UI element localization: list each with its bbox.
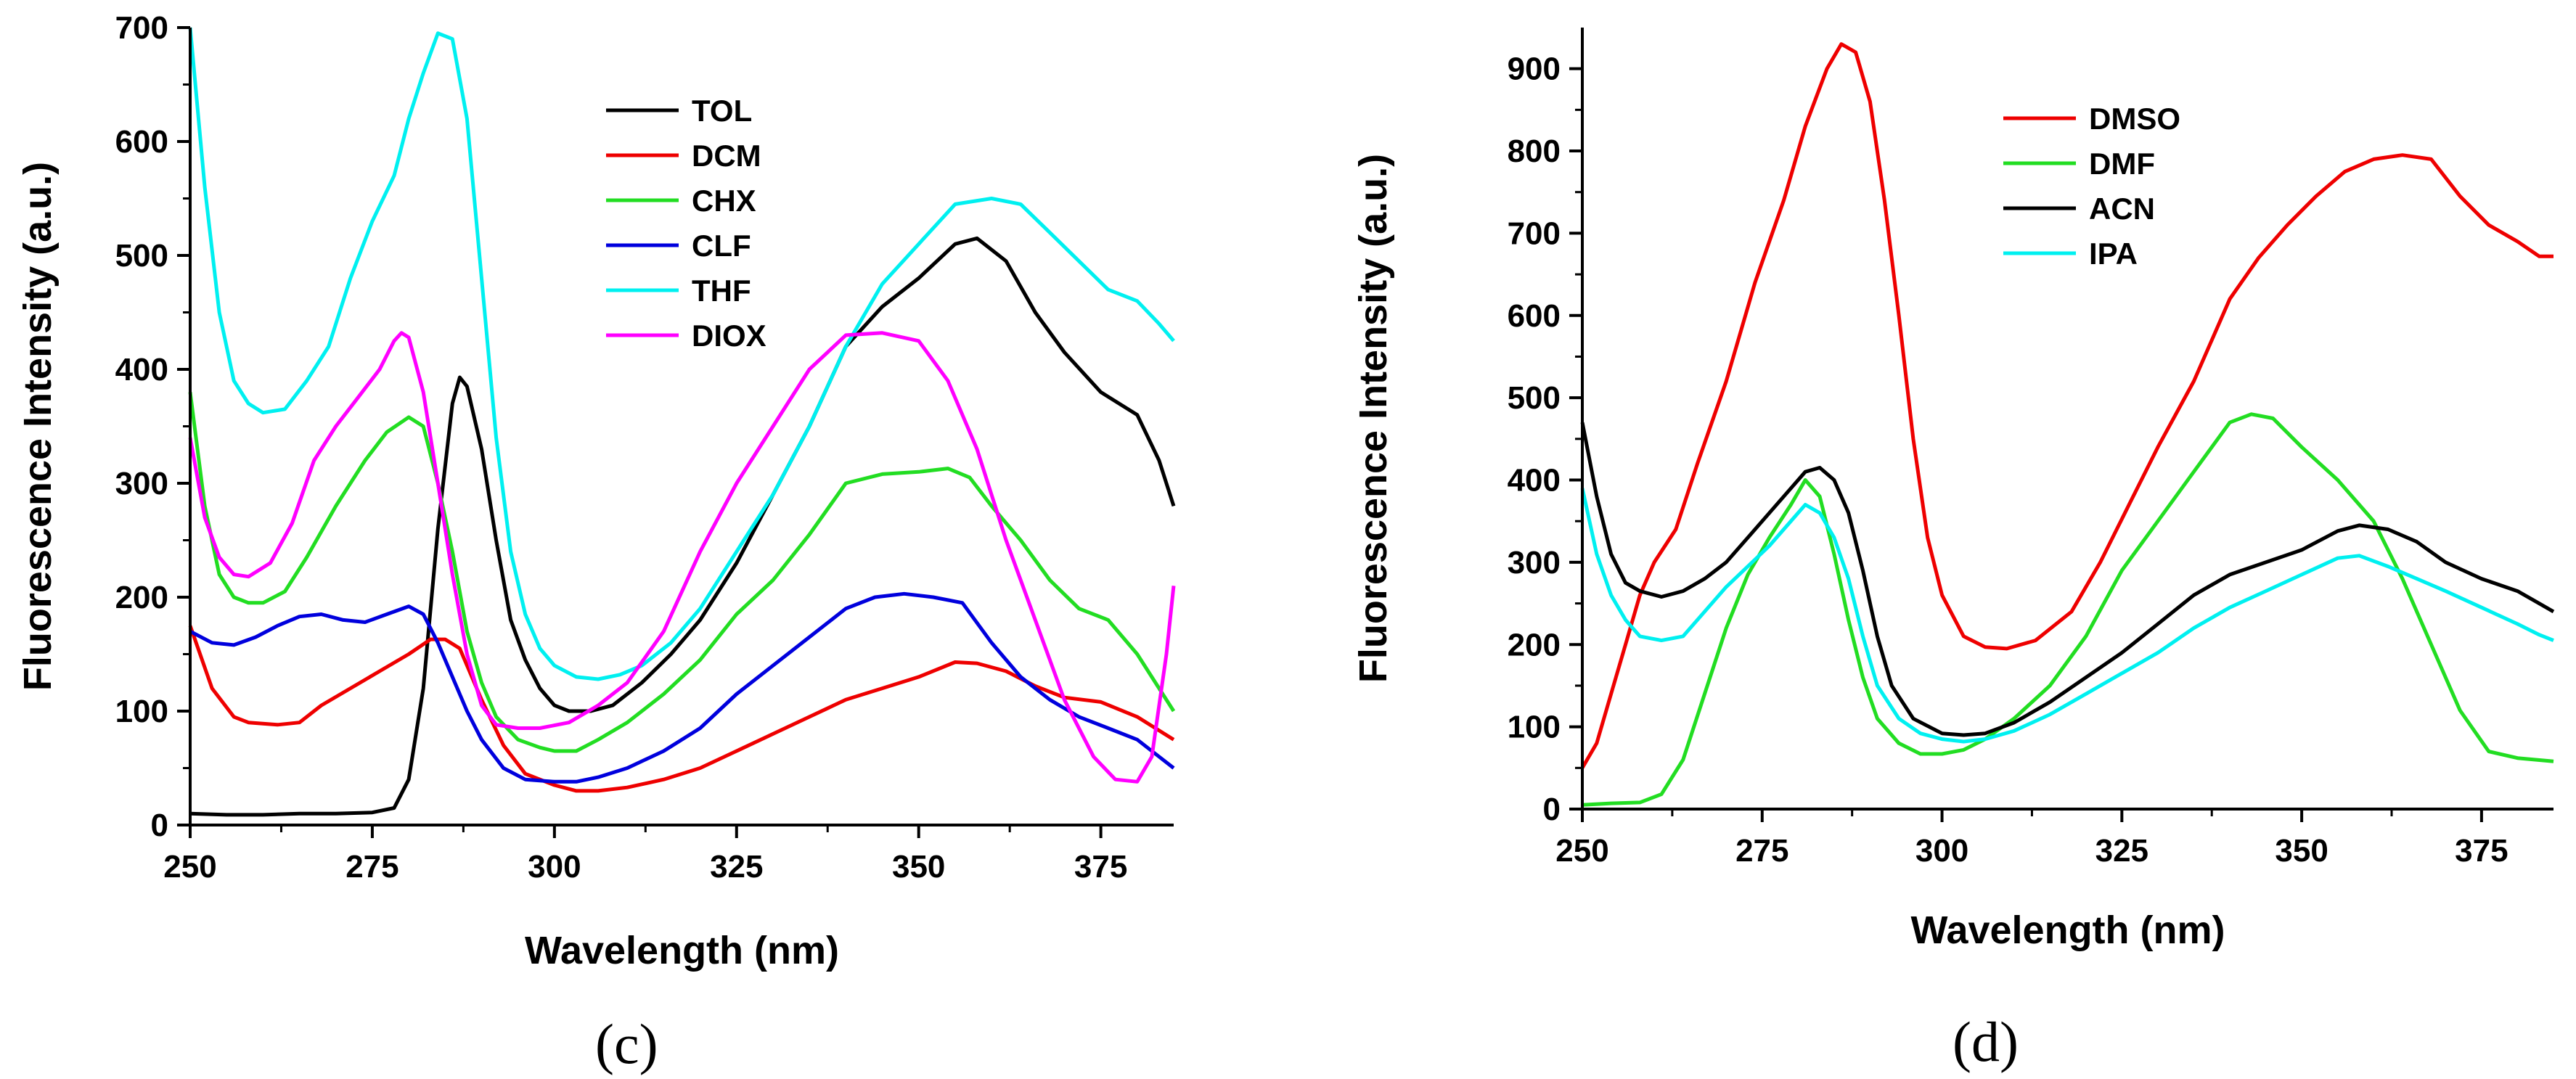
x-tick-label: 250 bbox=[1555, 833, 1608, 869]
x-tick-label: 350 bbox=[2275, 833, 2328, 869]
x-tick-label: 275 bbox=[1735, 833, 1788, 869]
series-line-thf bbox=[188, 27, 1175, 681]
x-tick-label: 300 bbox=[1915, 833, 1968, 869]
legend-label-dmso: DMSO bbox=[2089, 102, 2180, 136]
panel-label: (c) bbox=[595, 1012, 658, 1075]
panel-d-chart: 250 275 300 325 350 375 0 100 200 300 400 500 600 700… bbox=[1352, 28, 2555, 1073]
y-tick-label: 0 bbox=[1543, 792, 1561, 827]
legend-label-clf: CLF bbox=[692, 229, 751, 263]
y-tick-label: 400 bbox=[1508, 463, 1561, 499]
series-line-dmf bbox=[1582, 412, 2554, 807]
series-line-acn bbox=[1580, 422, 2555, 737]
y-tick-label: 400 bbox=[115, 352, 168, 387]
series-line-ipa bbox=[1580, 488, 2554, 744]
y-tick-label: 300 bbox=[1508, 545, 1561, 580]
y-tick-label: 900 bbox=[1508, 52, 1561, 87]
x-tick-label: 350 bbox=[892, 849, 945, 885]
panel-c-chart: 250 275 300 325 350 375 0 100 200 300 400 500 600 700… bbox=[16, 10, 1176, 1075]
x-axis-title: Wavelength (nm) bbox=[1910, 908, 2225, 952]
legend-label-thf: THF bbox=[692, 274, 751, 308]
legend-label-ipa: IPA bbox=[2089, 237, 2138, 271]
y-tick-label: 500 bbox=[1508, 380, 1561, 416]
panel-label: (d) bbox=[1953, 1010, 2019, 1073]
y-tick-label: 0 bbox=[151, 808, 168, 843]
y-tick-label: 700 bbox=[115, 10, 168, 46]
series-line-clf bbox=[189, 591, 1175, 784]
legend-label-tol: TOL bbox=[692, 94, 752, 128]
series-line-dmso bbox=[1580, 42, 2553, 769]
legend-label-dmf: DMF bbox=[2089, 147, 2155, 181]
legend-label-dcm: DCM bbox=[692, 139, 761, 173]
y-tick-label: 600 bbox=[1508, 298, 1561, 334]
y-tick-label: 600 bbox=[115, 124, 168, 160]
series-line-tol bbox=[189, 236, 1176, 817]
x-tick-label: 375 bbox=[2455, 833, 2508, 869]
x-tick-label: 325 bbox=[710, 849, 763, 885]
x-tick-label: 250 bbox=[163, 849, 216, 885]
y-tick-label: 300 bbox=[115, 466, 168, 501]
legend-label-diox: DIOX bbox=[692, 319, 766, 353]
x-tick-label: 275 bbox=[345, 849, 398, 885]
y-axis-title: Fluorescence Intensity (a.u.) bbox=[16, 162, 60, 691]
y-tick-label: 100 bbox=[115, 694, 168, 729]
y-tick-label: 100 bbox=[1508, 710, 1561, 745]
y-tick-label: 500 bbox=[115, 238, 168, 274]
y-tick-label: 700 bbox=[1508, 216, 1561, 251]
x-tick-label: 325 bbox=[2095, 833, 2148, 869]
legend-label-acn: ACN bbox=[2089, 192, 2155, 226]
series-line-dcm bbox=[188, 625, 1175, 793]
y-axis-title: Fluorescence Intensity (a.u.) bbox=[1352, 154, 1395, 683]
x-axis-title: Wavelength (nm) bbox=[525, 929, 839, 972]
legend-label-chx: CHX bbox=[692, 184, 756, 218]
y-tick-label: 200 bbox=[1508, 627, 1561, 662]
x-tick-label: 300 bbox=[528, 849, 581, 885]
series-line-diox bbox=[188, 331, 1176, 784]
x-tick-label: 375 bbox=[1074, 849, 1127, 885]
y-tick-label: 200 bbox=[115, 580, 168, 615]
y-tick-label: 800 bbox=[1508, 134, 1561, 169]
